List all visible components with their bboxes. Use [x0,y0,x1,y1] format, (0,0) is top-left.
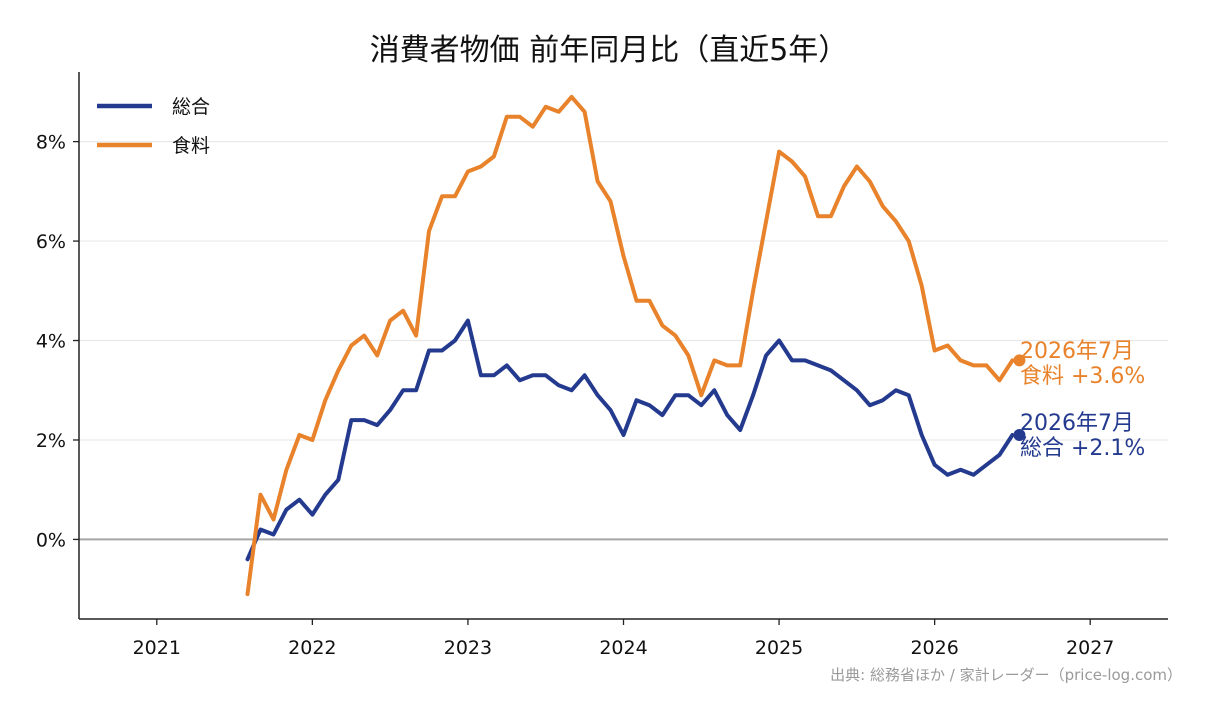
y-tick-label: 0% [36,529,66,551]
end-point-marker [1013,429,1026,442]
y-tick-label: 4% [36,331,66,353]
legend-label: 食料 [172,135,210,157]
x-tick-label: 2023 [444,637,492,659]
series-line-sogo [245,318,1015,562]
y-tick-label: 6% [36,231,66,253]
annotation-value: 総合 +2.1% [1020,436,1145,461]
x-tick-label: 2025 [755,637,803,659]
annotation-date: 2026年7月 [1020,411,1134,436]
legend-label: 総合 [172,96,210,118]
x-tick-label: 2022 [288,637,336,659]
x-tick-label: 2021 [133,637,181,659]
y-tick-label: 2% [36,430,66,452]
x-tick-label: 2027 [1066,637,1114,659]
end-point-marker [1013,354,1026,367]
y-tick-label: 8% [36,132,66,154]
gridlines [79,141,1168,541]
series-lines [245,94,1026,597]
y-axis-tick-labels: 0% 2% 4% 6% 8% [36,132,66,552]
x-tick-label: 2024 [599,637,647,659]
source-note: 出典: 総務省ほか / 家計レーダー（price-log.com） [830,666,1182,684]
chart-title: 消費者物価 前年同月比（直近5年） [370,33,849,68]
annotation-date: 2026年7月 [1020,339,1134,364]
axes [73,72,1168,625]
annotation-value: 食料 +3.6% [1020,364,1145,389]
series-line-shokuryo [245,94,1015,597]
x-tick-label: 2026 [910,637,958,659]
x-axis-tick-labels: 2021 2022 2023 2024 2025 2026 2027 [133,637,1115,659]
